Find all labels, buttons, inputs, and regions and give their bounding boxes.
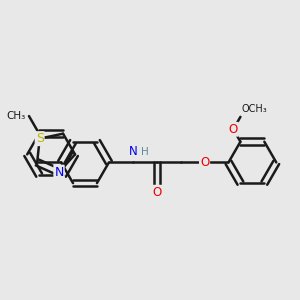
Text: O: O (152, 186, 161, 199)
Text: CH₃: CH₃ (7, 111, 26, 121)
Text: O: O (200, 156, 209, 169)
Text: OCH₃: OCH₃ (241, 104, 267, 115)
Text: S: S (36, 132, 44, 145)
Text: N: N (128, 145, 137, 158)
Text: O: O (229, 123, 238, 136)
Text: H: H (141, 147, 148, 157)
Text: N: N (54, 166, 64, 178)
